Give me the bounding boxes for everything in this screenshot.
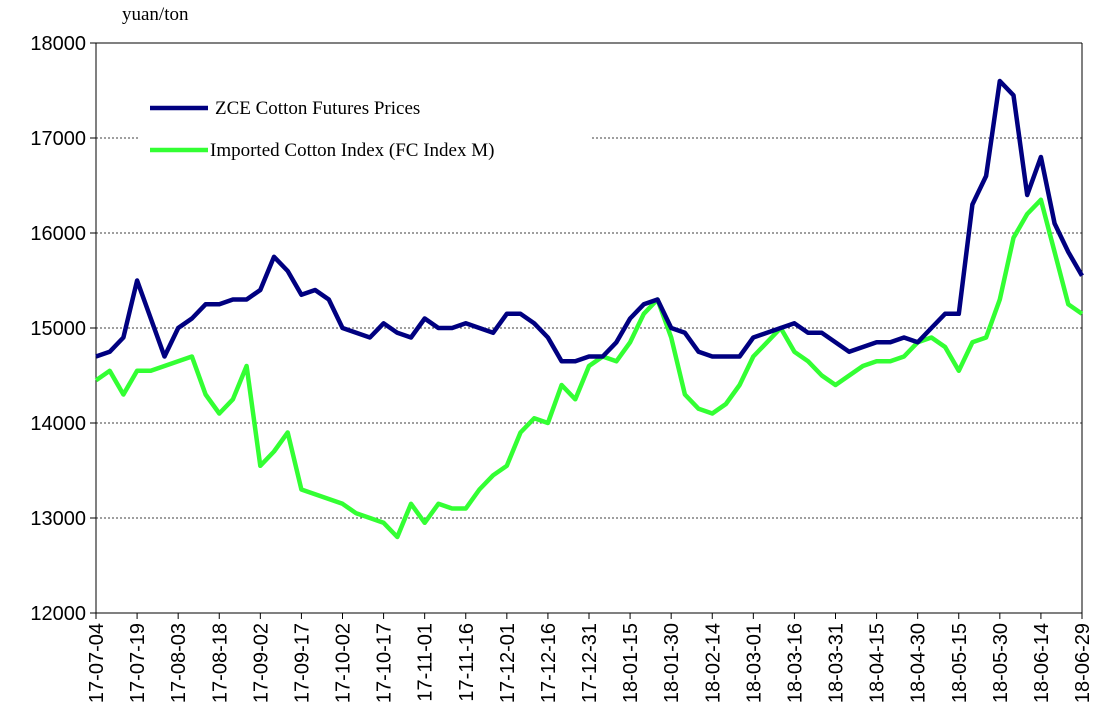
y-tick-label: 16000 xyxy=(30,223,86,245)
x-tick-label: 18-04-15 xyxy=(867,623,889,703)
y-tick-label: 14000 xyxy=(30,413,86,435)
y-tick-label: 13000 xyxy=(30,508,86,530)
legend-box xyxy=(140,88,590,178)
x-tick-label: 18-03-31 xyxy=(826,623,848,703)
x-tick-label: 17-07-04 xyxy=(86,623,108,703)
x-tick-label: 18-02-14 xyxy=(702,623,724,703)
x-tick-label: 18-01-30 xyxy=(661,623,683,703)
x-tick-label: 18-04-30 xyxy=(908,623,930,703)
series-line xyxy=(95,78,1084,364)
x-tick-label: 17-12-31 xyxy=(579,623,601,703)
y-tick-label: 15000 xyxy=(30,318,86,340)
x-tick-label: 18-05-30 xyxy=(990,623,1012,703)
y-tick-label: 18000 xyxy=(30,33,86,55)
x-tick-label: 17-09-02 xyxy=(250,623,272,703)
y-tick-label: 17000 xyxy=(30,128,86,150)
legend-label: ZCE Cotton Futures Prices xyxy=(215,98,420,119)
x-tick-label: 17-11-01 xyxy=(415,623,437,702)
y-tick-label: 12000 xyxy=(30,603,86,625)
x-tick-label: 17-12-01 xyxy=(497,623,519,703)
x-tick-label: 18-06-29 xyxy=(1072,623,1094,703)
x-tick-label: 18-01-15 xyxy=(620,623,642,703)
x-tick-label: 17-11-16 xyxy=(456,623,478,702)
x-tick-label: 17-08-03 xyxy=(168,623,190,703)
x-tick-label: 17-10-02 xyxy=(333,623,355,703)
x-tick-label: 18-06-14 xyxy=(1031,623,1053,703)
x-tick-label: 17-07-19 xyxy=(127,623,149,703)
x-tick-label: 17-12-16 xyxy=(538,623,560,703)
y-axis-label: yuan/ton xyxy=(122,4,189,25)
legend-label: Imported Cotton Index (FC Index M) xyxy=(210,140,494,161)
x-tick-label: 17-10-17 xyxy=(374,623,396,703)
x-tick-label: 18-05-15 xyxy=(949,623,971,703)
x-tick-label: 17-09-17 xyxy=(291,623,313,703)
x-tick-label: 18-03-16 xyxy=(784,623,806,703)
series-line xyxy=(94,197,1084,540)
x-tick-label: 18-03-01 xyxy=(743,623,765,703)
x-tick-label: 17-08-18 xyxy=(209,623,231,703)
